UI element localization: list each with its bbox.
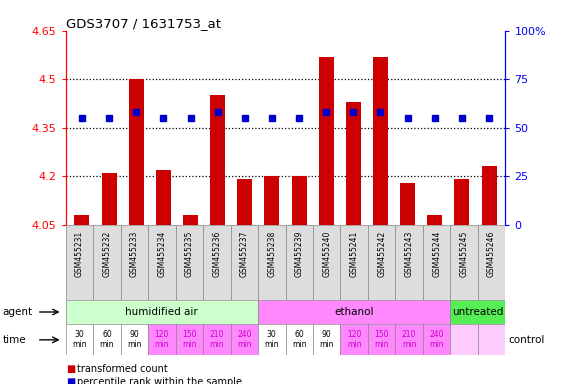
Text: GSM455238: GSM455238 (267, 231, 276, 277)
Bar (120, 324, 148, 355)
Text: 240
min: 240 min (237, 331, 252, 349)
Bar (102, 173, 116, 225)
Bar (400, 183, 415, 225)
Bar (395, 324, 423, 355)
Bar (129, 79, 144, 225)
Text: GSM455241: GSM455241 (349, 231, 359, 277)
Bar (120, 225, 148, 300)
Text: 30
min: 30 min (264, 331, 279, 349)
Text: GSM455245: GSM455245 (460, 231, 469, 277)
Bar (319, 56, 333, 225)
Bar (93, 324, 120, 355)
Bar (264, 176, 279, 225)
Text: agent: agent (3, 307, 33, 317)
Text: ■: ■ (66, 364, 75, 374)
Text: 210
min: 210 min (210, 331, 224, 349)
Bar (478, 324, 505, 355)
Text: GSM455236: GSM455236 (212, 231, 222, 277)
Text: GSM455233: GSM455233 (130, 231, 139, 277)
Text: 90
min: 90 min (127, 331, 142, 349)
Bar (203, 324, 231, 355)
Bar (423, 225, 451, 300)
Bar (286, 225, 313, 300)
Bar (66, 225, 93, 300)
Text: 150
min: 150 min (375, 331, 389, 349)
Text: 60
min: 60 min (292, 331, 307, 349)
Text: GSM455246: GSM455246 (487, 231, 496, 277)
Bar (183, 215, 198, 225)
Text: 90
min: 90 min (319, 331, 334, 349)
Bar (74, 215, 90, 225)
Text: untreated: untreated (452, 307, 504, 317)
Text: GSM455239: GSM455239 (295, 231, 304, 277)
Text: GSM455240: GSM455240 (322, 231, 331, 277)
Text: GSM455243: GSM455243 (405, 231, 413, 277)
Text: GSM455235: GSM455235 (185, 231, 194, 277)
Bar (176, 324, 203, 355)
Bar (93, 225, 120, 300)
Bar (258, 324, 286, 355)
Bar (258, 225, 286, 300)
Bar (231, 324, 258, 355)
Text: GDS3707 / 1631753_at: GDS3707 / 1631753_at (66, 17, 220, 30)
Bar (481, 167, 497, 225)
Text: humidified air: humidified air (126, 307, 198, 317)
Bar (478, 225, 505, 300)
Bar (292, 176, 307, 225)
Text: 210
min: 210 min (402, 331, 416, 349)
Bar (340, 324, 368, 355)
Bar (340, 225, 368, 300)
Bar (210, 95, 225, 225)
Text: GSM455234: GSM455234 (158, 231, 166, 277)
Text: GSM455244: GSM455244 (432, 231, 441, 277)
Bar (451, 225, 478, 300)
Bar (313, 225, 340, 300)
Text: control: control (508, 335, 545, 345)
Text: transformed count: transformed count (77, 364, 168, 374)
Bar (451, 324, 478, 355)
Text: 120
min: 120 min (155, 331, 169, 349)
Text: GSM455237: GSM455237 (240, 231, 249, 277)
Text: percentile rank within the sample: percentile rank within the sample (77, 377, 242, 384)
Bar (313, 324, 340, 355)
Text: 120
min: 120 min (347, 331, 361, 349)
Bar (148, 324, 176, 355)
Bar (176, 225, 203, 300)
Bar (148, 225, 176, 300)
Text: ethanol: ethanol (335, 307, 374, 317)
Text: time: time (3, 335, 26, 345)
Bar (286, 324, 313, 355)
Bar (346, 102, 361, 225)
Bar (368, 225, 395, 300)
Text: GSM455231: GSM455231 (75, 231, 84, 277)
Bar (427, 215, 442, 225)
Bar (455, 179, 469, 225)
Bar (423, 324, 451, 355)
Text: 150
min: 150 min (182, 331, 196, 349)
Text: 240
min: 240 min (429, 331, 444, 349)
Text: GSM455232: GSM455232 (102, 231, 111, 277)
Text: 30
min: 30 min (72, 331, 87, 349)
Bar (66, 324, 93, 355)
Text: GSM455242: GSM455242 (377, 231, 386, 277)
Text: 60
min: 60 min (99, 331, 114, 349)
Text: ■: ■ (66, 377, 75, 384)
Bar (368, 324, 395, 355)
Bar (203, 225, 231, 300)
Bar (451, 300, 505, 324)
Bar (373, 56, 388, 225)
Bar (258, 300, 451, 324)
Bar (238, 179, 252, 225)
Bar (66, 300, 258, 324)
Bar (156, 170, 171, 225)
Bar (231, 225, 258, 300)
Bar (395, 225, 423, 300)
